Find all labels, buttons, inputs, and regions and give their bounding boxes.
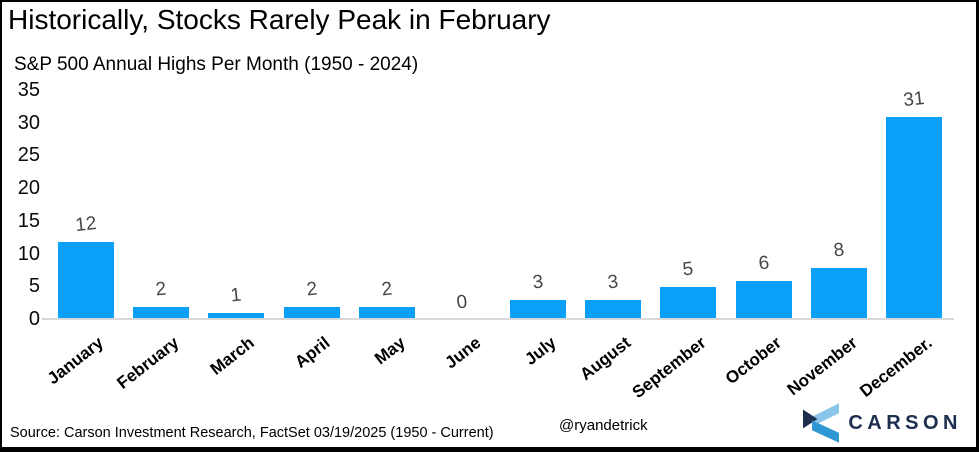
bar-slot-july: 3 (500, 91, 575, 320)
bar (509, 300, 566, 320)
x-axis-label: January (44, 333, 108, 389)
watermark-handle: @ryandetrick (559, 417, 648, 434)
y-tick-label: 10 (17, 242, 40, 265)
bar-value-label: 3 (606, 271, 620, 294)
x-label-slot: August (575, 321, 650, 427)
x-label-slot: January (44, 321, 123, 427)
bar (132, 306, 189, 320)
carson-logo: CARSON (803, 402, 962, 444)
x-label-slot: February (114, 321, 198, 427)
x-axis-label: March (206, 333, 259, 379)
bar (584, 300, 641, 320)
x-label-slot: September (629, 321, 726, 427)
bar-slot-june: 0 (425, 91, 500, 320)
bar (283, 306, 340, 320)
x-label-slot: March (199, 321, 274, 427)
bar (208, 313, 265, 320)
bar (886, 117, 943, 320)
x-axis-label: May (370, 333, 409, 369)
x-axis-label: June (441, 333, 485, 373)
x-axis-baseline (42, 318, 954, 320)
x-label-slot: May (349, 321, 424, 427)
bar-slot-october: 6 (726, 91, 801, 320)
bar-slot-may: 2 (349, 91, 424, 320)
bar-value-label: 8 (832, 239, 846, 262)
source-note: Source: Carson Investment Research, Fact… (10, 425, 494, 441)
carson-logo-icon (803, 402, 840, 444)
carson-logo-text: CARSON (848, 411, 962, 434)
bar-value-label: 3 (531, 271, 544, 294)
bar-plot-area: 12 2 1 2 2 0 3 3 5 6 8 31 (48, 88, 952, 320)
y-tick-label: 35 (17, 79, 40, 102)
bar (810, 267, 867, 320)
x-label-slot: April (274, 321, 349, 427)
y-tick-label: 30 (17, 111, 40, 134)
x-axis-label: October (722, 333, 786, 389)
bar-slot-august: 3 (575, 91, 650, 320)
bar-value-label: 12 (73, 212, 98, 236)
y-tick-label: 25 (17, 144, 40, 167)
x-label-slot: June (425, 321, 500, 427)
bar-slot-april: 2 (274, 91, 349, 320)
bar-slot-january: 12 (48, 91, 123, 320)
bar-slot-november: 8 (801, 91, 876, 320)
chart-subtitle: S&P 500 Annual Highs Per Month (1950 - 2… (14, 54, 419, 75)
bar-value-label: 1 (229, 284, 243, 307)
bar-slot-december: 31 (877, 88, 952, 320)
bar-value-label: 5 (681, 258, 695, 281)
bar-slot-february: 2 (123, 91, 198, 320)
y-tick-label: 20 (17, 177, 40, 200)
bar-value-label: 0 (455, 291, 469, 314)
bar-slot-march: 1 (199, 91, 274, 320)
x-label-slot: July (500, 321, 575, 427)
bar-slot-september: 5 (651, 91, 726, 320)
bar-value-label: 6 (757, 252, 770, 275)
x-axis-label: August (576, 333, 635, 385)
bar-value-label: 31 (902, 88, 926, 112)
chart-title: Historically, Stocks Rarely Peak in Febr… (8, 4, 551, 35)
y-tick-label: 5 (28, 275, 40, 298)
bar-value-label: 2 (305, 278, 318, 301)
bar (57, 241, 114, 320)
y-tick-label: 15 (17, 209, 40, 232)
bar-value-label: 2 (154, 278, 168, 301)
x-label-slot: October (722, 321, 801, 427)
bar (735, 280, 792, 320)
x-axis-label: July (520, 333, 560, 369)
bar (660, 287, 717, 320)
x-axis-label: February (113, 333, 183, 393)
y-tick-label: 0 (28, 308, 40, 331)
x-axis-label: April (291, 333, 334, 372)
y-axis: 35 30 25 20 15 10 5 0 (2, 79, 42, 330)
bar (358, 306, 415, 320)
bar-value-label: 2 (380, 278, 394, 301)
